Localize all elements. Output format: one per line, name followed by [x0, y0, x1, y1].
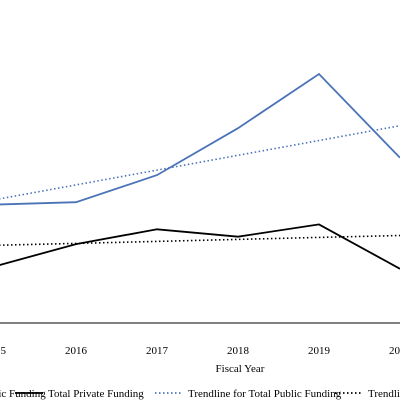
x-tick-label: 2016	[65, 345, 88, 357]
legend-label: Total Private Funding	[48, 388, 144, 400]
x-tick-label: 2019	[308, 345, 331, 357]
series-line-1	[0, 72, 400, 206]
series-line-2	[0, 223, 400, 270]
series-layer	[0, 72, 400, 270]
legend-label: Trendline for Total Public Funding	[188, 388, 342, 400]
x-tick-label: 2017	[146, 345, 169, 357]
x-tick-label: 2020	[389, 345, 400, 357]
legend-item: Total Private Funding	[15, 388, 144, 400]
x-tick-labels: 2015 2016 2017 2018 2019 2020	[0, 345, 400, 357]
legend-label: Trendline for Total Private Funding	[368, 388, 400, 400]
x-tick-label: 2015	[0, 345, 7, 357]
legend-item: Trendline for Total Private Funding	[335, 388, 400, 400]
x-axis-title: Fiscal Year	[216, 363, 265, 375]
x-tick-label: 2018	[227, 345, 250, 357]
legend-label: Total Public Funding	[0, 388, 46, 400]
series-line-3	[0, 124, 400, 200]
legend-item: Trendline for Total Public Funding	[155, 388, 342, 400]
legend-item: Total Public Funding	[0, 388, 46, 400]
series-line-4	[0, 234, 400, 246]
